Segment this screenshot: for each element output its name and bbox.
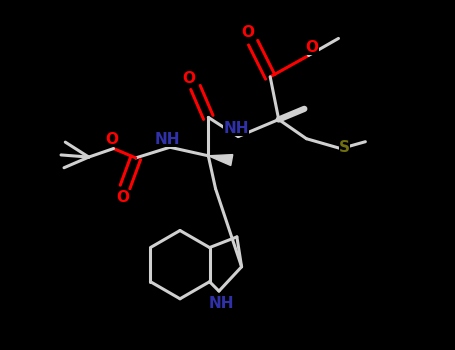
Text: O: O (242, 25, 254, 40)
Text: O: O (182, 71, 196, 86)
Text: O: O (305, 40, 318, 55)
Text: NH: NH (223, 121, 249, 136)
Text: NH: NH (208, 295, 234, 310)
Text: O: O (105, 132, 118, 147)
Polygon shape (208, 155, 233, 166)
Text: S: S (339, 140, 349, 155)
Text: O: O (116, 190, 129, 205)
Text: NH: NH (155, 132, 181, 147)
